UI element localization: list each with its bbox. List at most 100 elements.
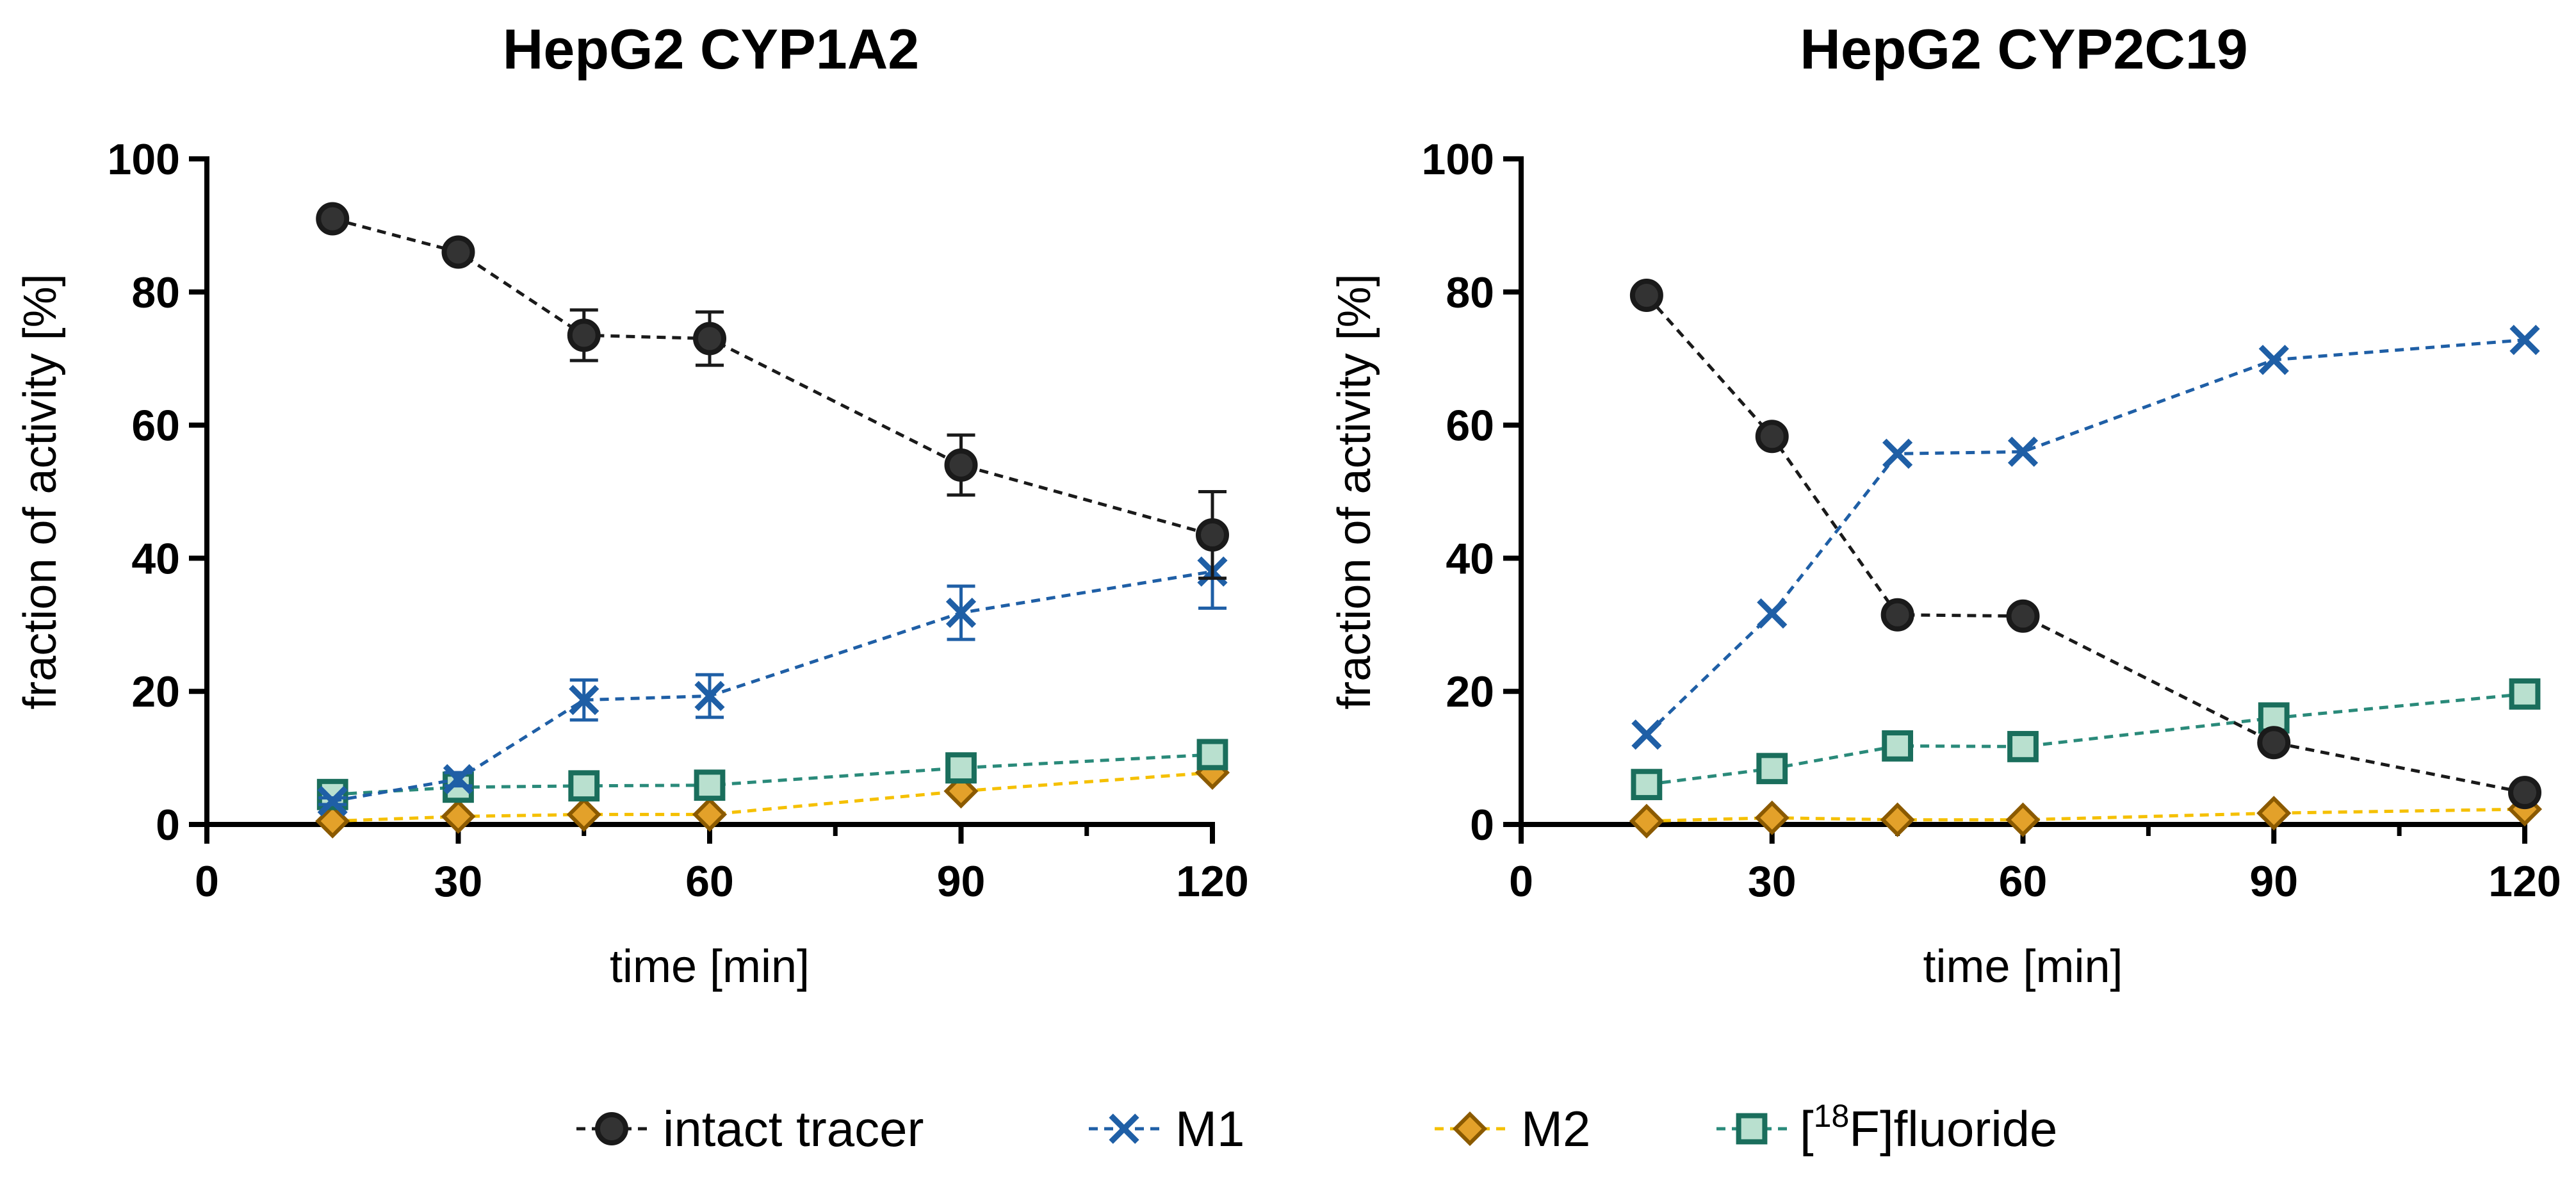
series-m1 [317, 533, 1228, 817]
data-point-m1 [2509, 325, 2540, 356]
y-tick-label: 40 [1446, 534, 1494, 583]
data-point-m1 [569, 685, 599, 716]
data-point-intact [1880, 598, 1914, 632]
x-tick-label: 30 [434, 857, 483, 906]
data-point-m1 [945, 598, 977, 628]
legend-marker-fluoride [1736, 1113, 1768, 1145]
data-point-m2 [1754, 800, 1789, 835]
x-tick-label: 120 [2488, 857, 2561, 906]
y-tick-label: 0 [156, 801, 180, 849]
data-point-intact [1196, 518, 1229, 552]
legend: intact tracer M1 M2 [18F]fluoride [576, 1098, 2057, 1157]
chart-title: HepG2 CYP2C19 [1800, 17, 2247, 81]
series-line-intact [1645, 294, 2525, 794]
data-point-intact [1629, 278, 1663, 312]
data-point-fluoride [1631, 769, 1663, 801]
data-point-intact [1755, 420, 1789, 454]
y-axis-label: fraction of activity [%] [1329, 274, 1380, 709]
data-point-fluoride [2509, 678, 2541, 710]
series-line-intact [332, 217, 1213, 537]
data-point-m2 [1629, 803, 1664, 839]
data-point-m1 [1882, 438, 1913, 469]
chart-panel-cyp2c19: HepG2 CYP2C19 0 20 40 60 80 100 0 30 60 90 120 time … [1329, 17, 2561, 992]
legend-entry-m1: M1 [1089, 1101, 1244, 1157]
series-intact [316, 202, 1229, 580]
y-tick-label: 80 [131, 268, 180, 317]
x-tick-label: 120 [1176, 857, 1248, 906]
series-m2 [1629, 792, 2543, 839]
data-point-intact [2006, 599, 2040, 633]
data-point-fluoride [1756, 753, 1788, 785]
data-point-m2 [566, 797, 601, 832]
series-line-fluoride [332, 753, 1213, 796]
legend-label: M2 [1521, 1101, 1590, 1157]
legend-marker-intact [595, 1112, 628, 1145]
y-tick-label: 20 [1446, 668, 1494, 716]
data-point-fluoride [1196, 739, 1228, 771]
y-tick-label: 100 [1422, 135, 1494, 184]
y-tick-label: 20 [131, 668, 180, 716]
y-tick-label: 60 [1446, 402, 1494, 450]
data-point-intact [316, 202, 350, 236]
data-point-fluoride [2007, 731, 2039, 762]
data-point-m1 [1757, 598, 1788, 629]
x-tick-label: 90 [937, 857, 986, 906]
data-point-m2 [2005, 802, 2041, 837]
x-axis-label: time [min] [1923, 941, 2123, 992]
chart-title: HepG2 CYP1A2 [503, 17, 919, 81]
series-line-m2 [332, 771, 1213, 823]
data-point-m2 [2256, 796, 2292, 831]
x-tick-label: 60 [1999, 857, 2048, 906]
series-fluoride [1631, 678, 2541, 801]
data-point-m2 [943, 774, 979, 809]
data-point-m2 [692, 797, 728, 832]
series-m2 [315, 755, 1230, 839]
legend-entry-fluoride: [18F]fluoride [1716, 1098, 2057, 1157]
series-intact [1629, 278, 2541, 810]
y-tick-label: 60 [131, 402, 180, 450]
x-tick-label: 30 [1748, 857, 1797, 906]
data-point-m1 [317, 786, 348, 817]
legend-label: [18F]fluoride [1800, 1098, 2057, 1157]
legend-label: intact tracer [663, 1101, 924, 1157]
series-line-m1 [332, 570, 1213, 803]
x-axis-label: time [min] [610, 941, 810, 992]
series-line-m1 [1645, 338, 2525, 736]
legend-entry-intact: intact tracer [576, 1101, 924, 1157]
x-tick-label: 90 [2249, 857, 2298, 906]
data-point-m2 [1880, 802, 1915, 837]
data-point-m1 [1631, 719, 1662, 750]
legend-marker-m1 [1109, 1113, 1139, 1144]
x-tick-label: 60 [685, 857, 734, 906]
data-point-intact [2257, 726, 2291, 760]
data-point-m1 [443, 764, 474, 794]
series-line-m2 [1646, 807, 2525, 823]
data-point-m2 [441, 799, 476, 834]
chart-panel-cyp1a2: HepG2 CYP1A2 0 20 40 60 80 100 0 30 60 90 120 time [… [15, 17, 1249, 992]
data-point-m1 [2007, 436, 2039, 467]
data-point-m1 [2258, 345, 2289, 375]
x-tick-label: 0 [1509, 857, 1533, 906]
data-point-fluoride [568, 770, 600, 802]
y-tick-label: 40 [131, 534, 180, 583]
data-point-fluoride [945, 752, 977, 784]
data-point-m1 [694, 680, 725, 712]
legend-marker-m2 [1452, 1111, 1488, 1147]
y-tick-label: 0 [1470, 801, 1494, 849]
data-point-m2 [315, 803, 350, 839]
y-axis-label: fraction of activity [%] [15, 274, 66, 709]
data-point-fluoride [694, 769, 726, 801]
data-point-fluoride [1882, 730, 1914, 762]
data-point-intact [2508, 776, 2541, 810]
x-tick-label: 0 [195, 857, 219, 906]
data-point-intact [944, 448, 978, 482]
y-tick-label: 100 [108, 135, 180, 184]
data-point-intact [567, 318, 601, 352]
data-point-intact [693, 322, 726, 356]
series-m1 [1631, 325, 2540, 750]
legend-label: M1 [1175, 1101, 1244, 1157]
y-tick-label: 80 [1446, 268, 1494, 317]
legend-entry-m2: M2 [1435, 1101, 1590, 1157]
